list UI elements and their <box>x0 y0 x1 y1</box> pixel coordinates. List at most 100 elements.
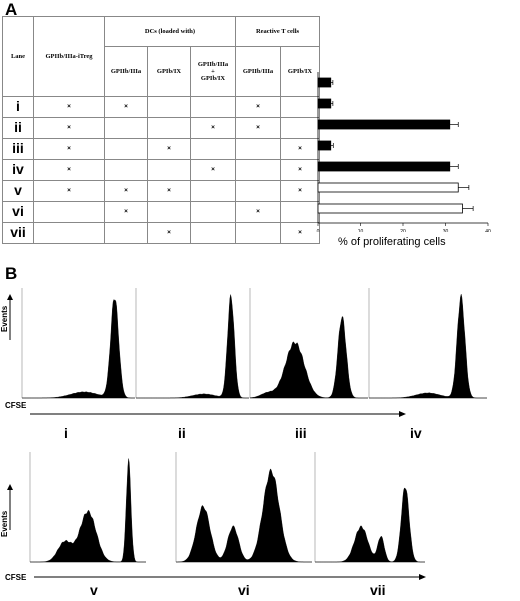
table-cell: × <box>104 96 148 118</box>
table-cell: × <box>280 180 320 202</box>
table-cell <box>104 117 148 139</box>
table-row: vii × × <box>2 222 320 244</box>
table-cell <box>104 222 148 244</box>
bar-vi <box>317 182 459 193</box>
table-cell: × <box>190 159 236 181</box>
table-cell: × <box>33 159 105 181</box>
table-cell: × <box>280 159 320 181</box>
histogram-label-ii: ii <box>178 425 186 441</box>
table-cell: × <box>235 117 281 139</box>
table-row: ii × × × <box>2 117 320 139</box>
table-cell: × <box>235 96 281 118</box>
table-cell <box>104 159 148 181</box>
table-row: i × × × <box>2 96 320 118</box>
table-row: iii × × × <box>2 138 320 160</box>
histogram-i <box>22 299 135 399</box>
cfse-histograms <box>7 288 487 580</box>
bar-vii <box>317 203 463 214</box>
bar-v <box>317 161 451 172</box>
table-cell <box>147 117 191 139</box>
histogram-label-iii: iii <box>295 425 307 441</box>
table-cell: × <box>147 222 191 244</box>
lane-cell-iii: iii <box>2 138 34 160</box>
table-cell: × <box>280 138 320 160</box>
table-cell: × <box>190 117 236 139</box>
histogram-label-vii: vii <box>370 582 386 598</box>
x-tick-label-20: 20 <box>400 229 406 232</box>
treg-header: GPIIb/IIIa-iTreg <box>33 16 105 97</box>
bar-iv <box>317 140 332 151</box>
table-cell: × <box>147 138 191 160</box>
histogram-vii <box>315 487 425 563</box>
subheader-0: GPIIb/IIIa <box>104 46 148 97</box>
events-label-top: Events <box>0 305 9 332</box>
cfse-arrowhead-bottom <box>419 574 426 580</box>
table-cell: × <box>104 180 148 202</box>
bar-i <box>317 77 332 88</box>
subheader-3: GPIIb/IIIa <box>235 46 281 97</box>
proliferation-bar-chart: 0 10 20 30 40 <box>317 72 491 232</box>
cfse-label-bottom: CFSE <box>5 573 27 582</box>
lane-header: Lane <box>2 16 34 97</box>
table-cell: × <box>33 180 105 202</box>
histogram-vi <box>176 468 312 563</box>
lane-cell-vii: vii <box>2 222 34 244</box>
x-tick-label-40: 40 <box>485 229 491 232</box>
table-cell <box>147 159 191 181</box>
subheader-2: GPIIb/IIIa + GPIb/IX <box>190 46 236 97</box>
experiment-table: Lane GPIIb/IIIa-iTreg DCs (loaded with) … <box>2 16 320 244</box>
table-cell: × <box>235 201 281 223</box>
table-cell <box>190 138 236 160</box>
table-cell: × <box>104 201 148 223</box>
table-cell <box>33 201 105 223</box>
table-cell <box>235 159 281 181</box>
table-cell <box>190 222 236 244</box>
table-cell <box>235 180 281 202</box>
histogram-label-i: i <box>64 425 68 441</box>
events-arrowhead-top <box>7 294 13 300</box>
table-cell <box>147 201 191 223</box>
lane-cell-vi: vi <box>2 201 34 223</box>
table-cell <box>280 201 320 223</box>
lane-cell-v: v <box>2 180 34 202</box>
table-cell: × <box>280 222 320 244</box>
x-tick-label-10: 10 <box>358 229 364 232</box>
table-cell <box>235 138 281 160</box>
lane-cell-ii: ii <box>2 117 34 139</box>
table-cell <box>280 117 320 139</box>
bar-chart-xlabel: % of proliferating cells <box>338 236 446 248</box>
table-cell <box>190 201 236 223</box>
x-tick-label-30: 30 <box>443 229 449 232</box>
subheader-4: GPIb/IX <box>280 46 320 97</box>
events-label-bottom: Events <box>0 510 9 537</box>
dcs-header: DCs (loaded with) <box>104 16 236 47</box>
histogram-v <box>30 458 146 563</box>
table-cell <box>104 138 148 160</box>
bar-ii <box>317 98 332 109</box>
histogram-label-iv: iv <box>410 425 422 441</box>
histogram-label-v: v <box>90 582 98 598</box>
table-cell: × <box>33 96 105 118</box>
x-tick-label-0: 0 <box>317 229 320 232</box>
reactive-header: Reactive T cells <box>235 16 320 47</box>
cfse-arrowhead-top <box>399 411 406 417</box>
lane-cell-i: i <box>2 96 34 118</box>
table-cell: × <box>33 117 105 139</box>
panel-a-label: A <box>5 0 18 19</box>
table-cell <box>147 96 191 118</box>
histogram-ii <box>136 294 249 399</box>
table-cell <box>280 96 320 118</box>
table-cell <box>33 222 105 244</box>
bar-iii <box>317 119 451 130</box>
table-cell: × <box>33 138 105 160</box>
panel-b-label: B <box>5 264 18 283</box>
histogram-iv <box>369 294 487 399</box>
lane-cell-iv: iv <box>2 159 34 181</box>
table-cell <box>190 180 236 202</box>
table-cell: × <box>147 180 191 202</box>
table-cell <box>235 222 281 244</box>
table-row: iv × × × <box>2 159 320 181</box>
cfse-label-top: CFSE <box>5 401 27 410</box>
events-arrowhead-bottom <box>7 484 13 490</box>
subheader-1: GPIb/IX <box>147 46 191 97</box>
